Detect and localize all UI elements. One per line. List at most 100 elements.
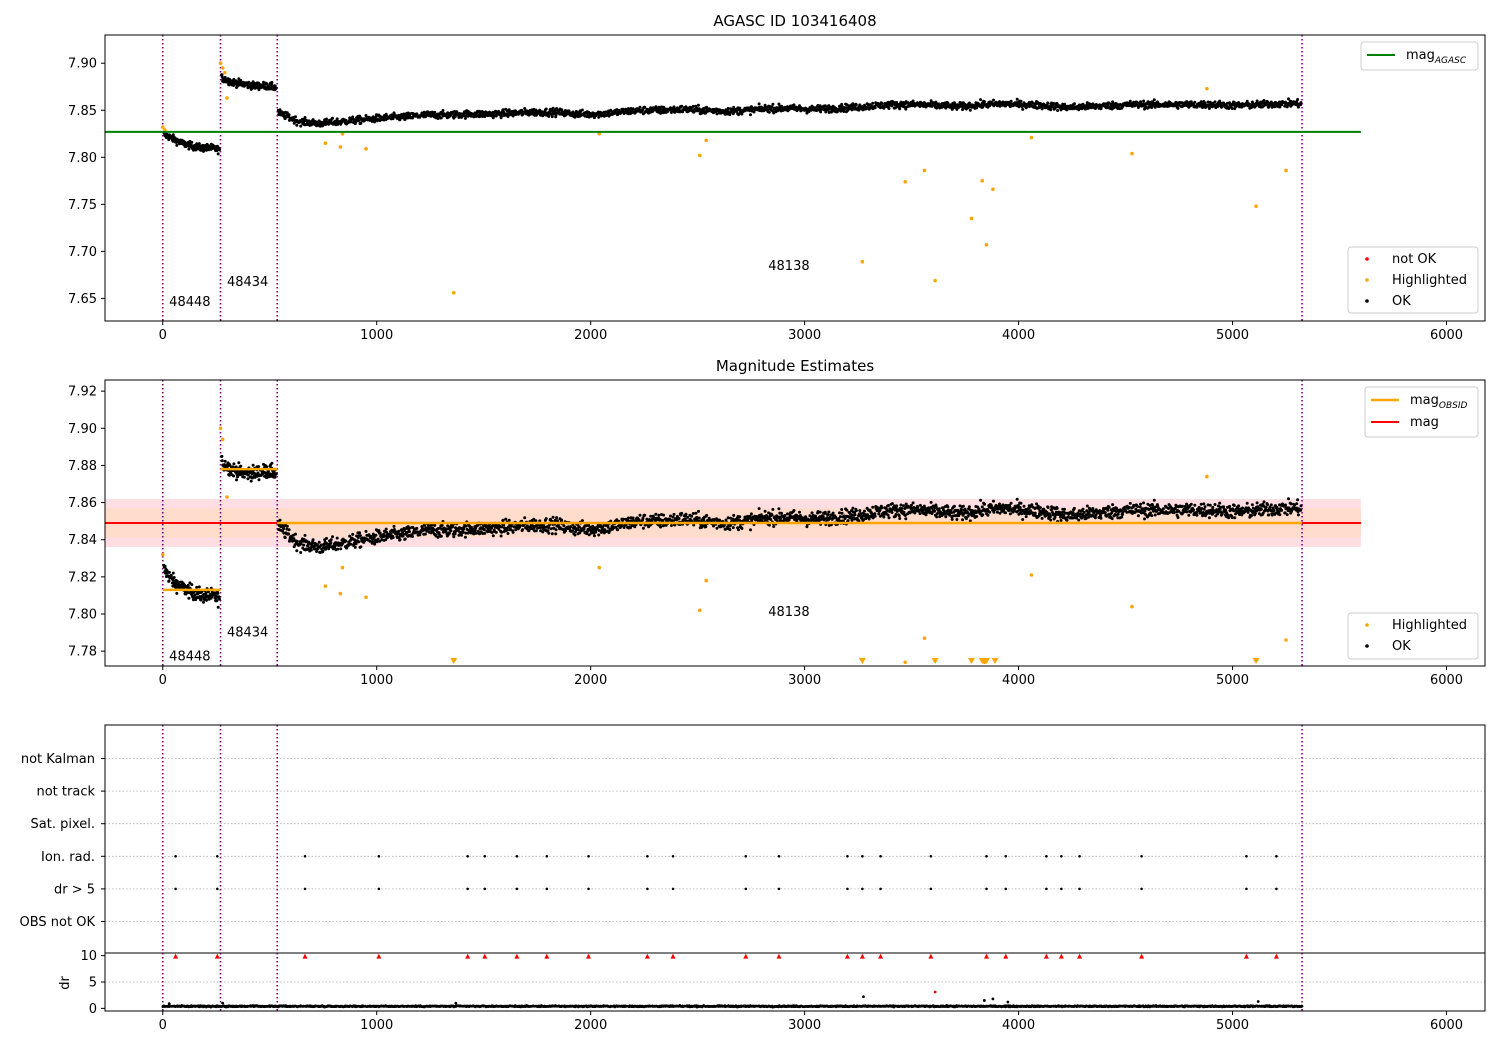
middle-ok-point xyxy=(550,532,554,536)
top-ok-point xyxy=(968,108,972,112)
middle-ok-point xyxy=(715,526,719,530)
top-ok-point xyxy=(1128,99,1132,103)
middle-ok-point xyxy=(686,515,690,519)
middle-ok-point xyxy=(749,512,753,516)
top-highlighted-point-14 xyxy=(860,259,865,264)
top-ok-point xyxy=(171,133,175,137)
top-ok-point xyxy=(767,110,771,114)
middle-ok-point xyxy=(929,500,933,504)
middle-ok-point xyxy=(452,535,456,539)
middle-ok-point xyxy=(482,528,486,532)
middle-ok-point xyxy=(669,524,673,527)
top-ok-point xyxy=(763,103,767,107)
middle-ok-point xyxy=(544,517,548,521)
middle-ok-point xyxy=(306,544,310,547)
top-ok-point xyxy=(651,109,655,113)
middle-ok-point xyxy=(898,517,902,520)
top-ok-point xyxy=(175,143,179,147)
top-highlighted-point-19 xyxy=(980,179,985,183)
top-ytick-label-7.85: 7.85 xyxy=(68,104,97,119)
middle-ok-point xyxy=(1033,511,1037,515)
middle-ok-point xyxy=(463,535,467,539)
top-ok-point xyxy=(643,105,647,109)
top-obs-label-48434: 48434 xyxy=(227,275,268,290)
top-ok-point xyxy=(547,114,551,118)
middle-ok-point xyxy=(175,591,179,595)
top-highlighted-point-22 xyxy=(1029,135,1034,140)
middle-ok-point xyxy=(171,571,175,575)
middle-ok-point xyxy=(986,513,990,517)
legend-ok-label: OK xyxy=(1392,294,1411,309)
top-ok-point xyxy=(351,115,355,119)
top-ok-point xyxy=(1150,106,1154,109)
top-ok-point xyxy=(871,101,875,105)
top-ok-point xyxy=(287,113,291,117)
top-ok-point xyxy=(325,117,328,121)
middle-ok-point xyxy=(235,478,238,482)
middle-ok-point xyxy=(353,545,357,549)
top-obs-label-48138: 48138 xyxy=(768,259,809,274)
middle-ok-point xyxy=(770,513,774,517)
middle-ok-point xyxy=(1059,519,1063,522)
middle-ok-point xyxy=(840,511,844,515)
middle-ok-point xyxy=(494,530,498,534)
middle-ok-point xyxy=(769,518,773,521)
middle-ok-point xyxy=(1038,506,1042,510)
top-ok-point xyxy=(335,117,339,121)
middle-ok-point xyxy=(554,528,558,532)
middle-ok-point xyxy=(195,585,199,589)
middle-ok-point xyxy=(358,531,362,535)
middle-ok-point xyxy=(1040,516,1044,520)
top-xtick-label-6000: 6000 xyxy=(1430,328,1463,343)
middle-ok-point xyxy=(804,515,808,519)
top-ok-point xyxy=(344,118,348,122)
middle-ok-point xyxy=(980,505,984,509)
middle-ok-point xyxy=(220,459,224,463)
middle-ok-point xyxy=(728,528,732,532)
middle-ok-point xyxy=(772,525,776,528)
middle-ok-point xyxy=(697,509,700,513)
top-ok-point xyxy=(1019,99,1023,103)
middle-ok-point xyxy=(302,543,306,547)
middle-ok-point xyxy=(894,513,898,516)
top-ok-point xyxy=(187,147,191,151)
middle-ok-point xyxy=(944,515,948,519)
top-ok-point xyxy=(500,114,503,118)
top-ok-point xyxy=(295,123,299,127)
middle-ok-point xyxy=(690,514,694,518)
middle-ok-point xyxy=(359,545,363,549)
top-highlighted-point-10 xyxy=(451,290,456,295)
top-ok-point xyxy=(265,82,269,86)
middle-ok-point xyxy=(880,506,884,510)
middle-ok-point xyxy=(249,479,253,483)
middle-ok-point xyxy=(273,475,277,479)
top-ok-point xyxy=(1230,107,1234,110)
middle-ok-point xyxy=(882,515,886,519)
middle-ok-point xyxy=(473,529,477,533)
middle-ok-point xyxy=(780,511,783,515)
top-ok-point xyxy=(904,107,908,111)
middle-ok-point xyxy=(662,513,666,517)
top-ytick-label-7.90: 7.90 xyxy=(68,57,97,72)
middle-ok-point xyxy=(1065,518,1069,522)
middle-ok-point xyxy=(946,505,950,509)
top-ok-point xyxy=(403,117,407,121)
top-ok-point xyxy=(772,111,776,115)
middle-ok-point xyxy=(916,506,920,510)
top-obs-boundaries xyxy=(161,35,1303,321)
middle-ok-point xyxy=(501,518,505,522)
middle-ok-point xyxy=(823,510,827,514)
top-ok-point xyxy=(880,102,884,105)
middle-ok-point xyxy=(534,529,538,533)
middle-ok-point xyxy=(626,516,630,520)
middle-ok-point xyxy=(483,531,487,535)
top-highlighted-point-7 xyxy=(338,145,343,149)
middle-ok-point xyxy=(577,528,580,532)
top-ok-point xyxy=(1142,99,1146,103)
middle-ok-point xyxy=(900,507,904,510)
middle-ok-point xyxy=(331,535,334,539)
middle-ok-point xyxy=(329,541,333,545)
middle-ok-point xyxy=(672,512,676,516)
middle-ok-point xyxy=(257,478,261,482)
